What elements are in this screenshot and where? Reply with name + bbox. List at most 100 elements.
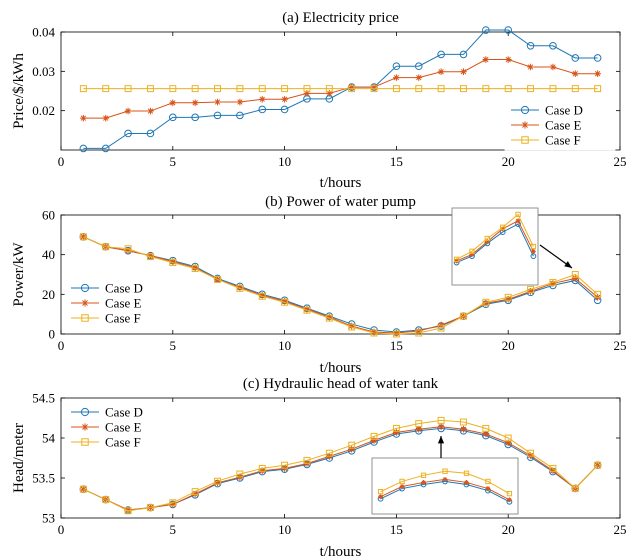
data-point <box>102 85 110 93</box>
data-point <box>454 258 460 264</box>
data-point <box>303 305 311 313</box>
data-point <box>527 452 534 459</box>
series-line <box>83 419 599 512</box>
data-point <box>325 314 333 322</box>
legend-item: Case E <box>511 118 582 133</box>
y-axis-label: Head/meter <box>11 423 27 493</box>
panel-b: 0 5 10 15 20 25 0 20 40 60 (b) Power of water pump… <box>11 194 627 376</box>
data-point <box>326 90 333 97</box>
data-point <box>370 329 378 337</box>
legend-item: Case D <box>71 281 143 296</box>
data-point <box>482 85 490 93</box>
data-point <box>527 63 534 71</box>
y-axis-label: Price/$/kWh <box>11 53 27 129</box>
data-point <box>191 264 199 271</box>
data-point <box>377 488 384 495</box>
legend-item: Case D <box>71 405 143 420</box>
data-point <box>482 298 490 306</box>
data-point <box>392 85 400 93</box>
y-tick-label: 54 <box>42 431 56 446</box>
data-point <box>504 85 512 93</box>
data-point <box>79 144 88 153</box>
data-point <box>527 285 535 293</box>
data-point <box>348 85 356 93</box>
data-point <box>281 95 288 103</box>
data-point <box>414 62 423 71</box>
data-point <box>526 41 535 50</box>
data-point <box>437 416 445 424</box>
data-point <box>169 99 177 107</box>
data-point <box>392 62 401 71</box>
legend-label: Case E <box>545 118 582 133</box>
x-tick-label: 20 <box>502 154 515 169</box>
plot-area <box>60 397 621 519</box>
data-point <box>326 313 333 321</box>
data-point <box>236 85 244 93</box>
panel-a: 0 5 10 15 20 25 0.02 0.03 0.04 (a) Electricity pr… <box>11 10 627 191</box>
series-case-e <box>80 423 601 514</box>
data-point <box>101 144 110 153</box>
data-point <box>348 83 355 91</box>
data-point <box>236 111 244 120</box>
data-point <box>258 464 266 472</box>
data-point <box>504 56 512 63</box>
data-point <box>393 329 400 337</box>
data-point <box>527 85 535 93</box>
data-point <box>482 299 490 307</box>
data-point <box>281 297 288 305</box>
legend-box <box>64 277 156 333</box>
data-point <box>594 70 601 77</box>
data-point <box>392 424 400 432</box>
data-point <box>504 295 512 303</box>
y-tick-label: 53.5 <box>32 471 55 486</box>
data-point <box>460 418 467 426</box>
panel-c: 0 5 10 15 20 25 53 53.5 54 54.5 (c) Hydraulic head… <box>11 376 627 559</box>
data-point <box>482 430 490 438</box>
data-point <box>81 438 89 446</box>
data-point <box>437 324 445 332</box>
legend-item: Case F <box>71 435 141 450</box>
data-point <box>281 298 289 306</box>
data-point <box>80 114 87 122</box>
data-point <box>79 233 87 241</box>
data-point <box>236 284 244 292</box>
legend-label: Case D <box>105 281 143 296</box>
data-point <box>214 477 221 485</box>
x-tick-label: 5 <box>170 338 177 353</box>
data-point <box>484 235 490 242</box>
x-tick-label: 25 <box>614 338 627 353</box>
data-point <box>80 283 90 293</box>
data-point <box>191 99 199 107</box>
data-point <box>124 506 132 514</box>
x-tick-label: 5 <box>170 522 177 537</box>
y-tick-label: 0.03 <box>32 64 55 79</box>
data-point <box>469 252 475 257</box>
data-point <box>303 456 311 464</box>
data-point <box>213 111 222 120</box>
inset-series-case-e <box>378 476 512 503</box>
data-point <box>393 429 400 436</box>
legend-label: Case E <box>105 296 142 311</box>
data-point <box>146 504 154 512</box>
data-point <box>124 85 132 93</box>
inset-frame <box>451 207 539 286</box>
data-point <box>594 290 602 298</box>
x-tick-label: 10 <box>278 338 291 353</box>
data-point <box>258 105 267 114</box>
data-point <box>81 423 89 431</box>
data-point <box>370 432 378 440</box>
data-point <box>460 85 467 93</box>
inset-frame <box>371 457 519 515</box>
y-tick-label: 20 <box>42 287 55 302</box>
data-point <box>214 479 221 487</box>
data-point <box>399 484 405 489</box>
x-tick-label: 20 <box>502 338 515 353</box>
series-case-e <box>80 56 601 122</box>
data-point <box>464 480 469 485</box>
legend-label: Case D <box>545 103 583 118</box>
data-point <box>500 226 506 232</box>
data-point <box>421 480 426 485</box>
data-point <box>453 256 460 262</box>
data-point <box>169 501 177 508</box>
